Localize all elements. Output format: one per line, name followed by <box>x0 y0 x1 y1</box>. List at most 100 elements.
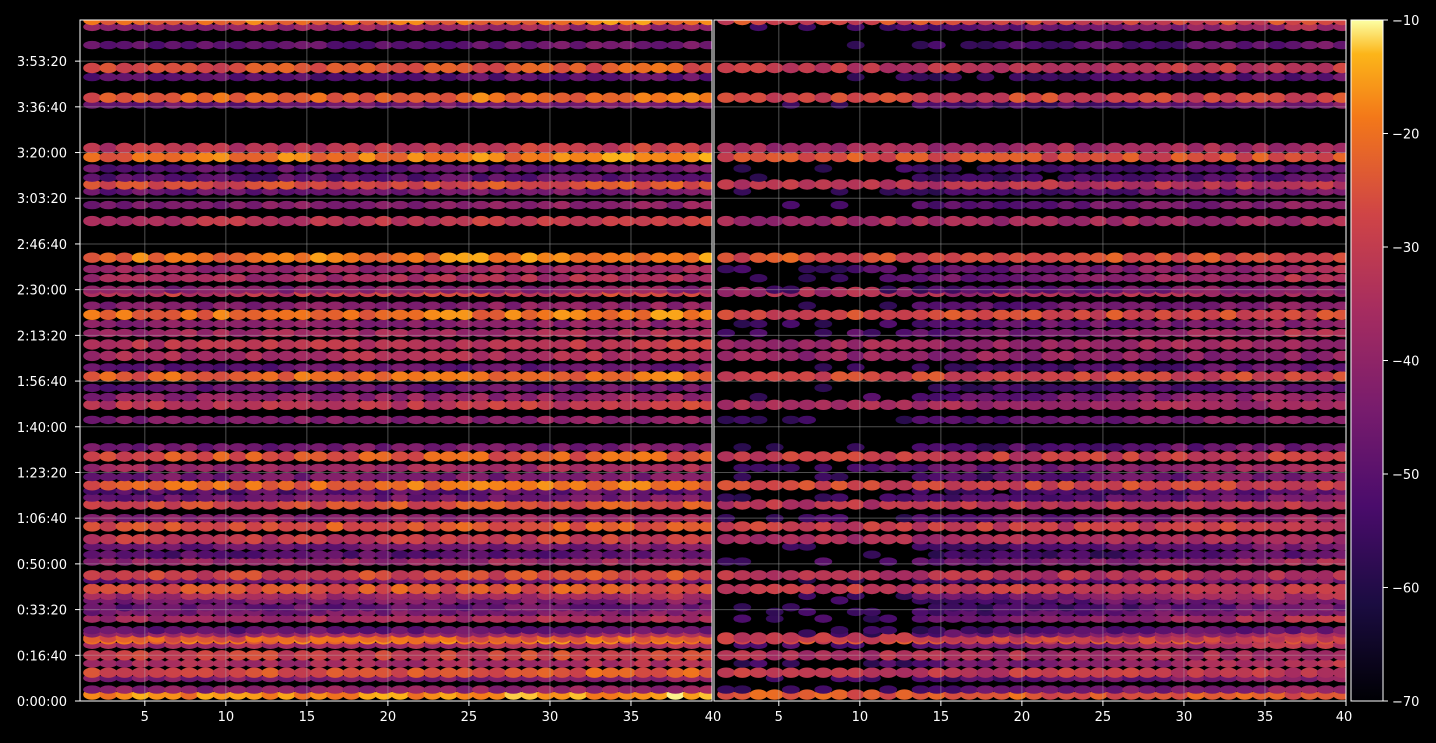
spectrogram-cell <box>472 667 490 678</box>
spectrogram-cell <box>553 319 571 329</box>
spectrogram-cell <box>374 62 393 74</box>
spectrogram-cell <box>180 151 199 163</box>
spectrogram-cell <box>601 493 620 502</box>
spectrogram-cell <box>310 603 328 612</box>
spectrogram-cell <box>277 350 296 362</box>
spectrogram-cell <box>911 451 930 462</box>
spectrogram-cell <box>342 392 361 402</box>
spectrogram-cell <box>618 399 636 410</box>
spectrogram-cell <box>553 451 571 462</box>
spectrogram-cell <box>879 319 898 329</box>
spectrogram-cell <box>83 534 101 545</box>
spectrogram-cell <box>358 415 377 425</box>
spectrogram-cell <box>1316 72 1335 82</box>
spectrogram-cell <box>245 514 264 523</box>
spectrogram-cell <box>1073 151 1092 163</box>
spectrogram-cell <box>245 603 264 612</box>
spectrogram-cell <box>1316 252 1335 263</box>
spectrogram-cell <box>212 62 231 74</box>
spectrogram-cell <box>488 72 507 82</box>
spectrogram-cell <box>1138 62 1157 74</box>
spectrogram-cell <box>504 215 523 227</box>
spectrogram-cell <box>212 591 231 601</box>
spectrogram-cell <box>536 72 555 82</box>
spectrogram-cell <box>423 591 442 601</box>
spectrogram-cell <box>148 264 166 274</box>
spectrogram-cell <box>423 187 442 196</box>
spectrogram-cell <box>83 550 101 559</box>
spectrogram-cell <box>1300 443 1319 452</box>
spectrogram-cell <box>455 142 474 154</box>
spectrogram-cell <box>326 659 345 668</box>
spectrogram-cell <box>1073 626 1092 635</box>
spectrogram-cell <box>326 350 345 362</box>
spectrogram-cell <box>699 443 712 452</box>
spectrogram-cell <box>992 264 1011 274</box>
spectrogram-cell <box>1252 339 1270 350</box>
spectrogram-cell <box>1187 383 1205 393</box>
spectrogram-cell <box>488 383 507 393</box>
spectrogram-cell <box>1300 200 1319 210</box>
spectrogram-cell <box>326 285 345 294</box>
spectrogram-cell <box>293 371 312 382</box>
spectrogram-cell <box>814 472 833 482</box>
spectrogram-cell <box>911 215 930 227</box>
spectrogram-cell <box>293 301 312 310</box>
spectrogram-cell <box>520 142 539 154</box>
spectrogram-cell <box>1008 62 1027 74</box>
spectrogram-cell <box>1300 339 1319 350</box>
spectrogram-cell <box>585 521 604 532</box>
spectrogram-cell <box>229 164 247 173</box>
spectrogram-cell <box>1073 392 1092 402</box>
spectrogram-cell <box>439 570 458 581</box>
spectrogram-cell <box>196 164 215 173</box>
spectrogram-cell <box>1284 363 1303 372</box>
spectrogram-cell <box>536 415 555 425</box>
spectrogram-cell <box>782 371 800 382</box>
spectrogram-cell <box>326 200 345 210</box>
spectrogram-cell <box>960 685 979 694</box>
spectrogram-cell <box>1089 570 1108 581</box>
spectrogram-cell <box>1089 463 1108 473</box>
spectrogram-cell <box>699 650 712 661</box>
spectrogram-cell <box>536 499 555 510</box>
spectrogram-cell <box>927 350 946 362</box>
spectrogram-cell <box>1268 363 1286 372</box>
spectrogram-cell <box>1122 363 1141 372</box>
spectrogram-cell <box>423 264 442 274</box>
spectrogram-cell <box>782 632 800 643</box>
spectrogram-cell <box>1057 363 1076 372</box>
spectrogram-cell <box>1235 570 1254 581</box>
spectrogram-cell <box>164 274 183 283</box>
spectrogram-cell <box>601 187 620 196</box>
spectrogram-cell <box>1138 371 1157 382</box>
spectrogram-cell <box>115 583 134 595</box>
spectrogram-cell <box>911 685 930 694</box>
spectrogram-cell <box>1089 371 1108 382</box>
spectrogram-cell <box>472 363 490 372</box>
spectrogram-cell <box>99 328 118 338</box>
spectrogram-cell <box>1187 350 1205 362</box>
spectrogram-cell <box>553 72 571 82</box>
spectrogram-cell <box>585 187 604 196</box>
spectrogram-cell <box>180 521 199 532</box>
spectrogram-cell <box>342 493 361 502</box>
spectrogram-cell <box>1089 339 1108 350</box>
spectrogram-cell <box>407 542 426 551</box>
spectrogram-cell <box>277 319 296 329</box>
spectrogram-cell <box>1170 200 1189 210</box>
spectrogram-cell <box>911 350 930 362</box>
spectrogram-cell <box>1106 659 1124 668</box>
spectrogram-cell <box>439 603 458 612</box>
spectrogram-cell <box>261 350 280 362</box>
spectrogram-cell <box>488 480 507 491</box>
spectrogram-cell <box>180 215 199 227</box>
spectrogram-cell <box>1106 215 1124 227</box>
spectrogram-cell <box>439 371 458 382</box>
spectrogram-cell <box>944 164 962 173</box>
spectrogram-cell <box>504 339 523 350</box>
spectrogram-cell <box>618 603 636 612</box>
spectrogram-cell <box>976 252 995 263</box>
spectrogram-cell <box>277 514 296 523</box>
spectrogram-cell <box>911 173 930 182</box>
